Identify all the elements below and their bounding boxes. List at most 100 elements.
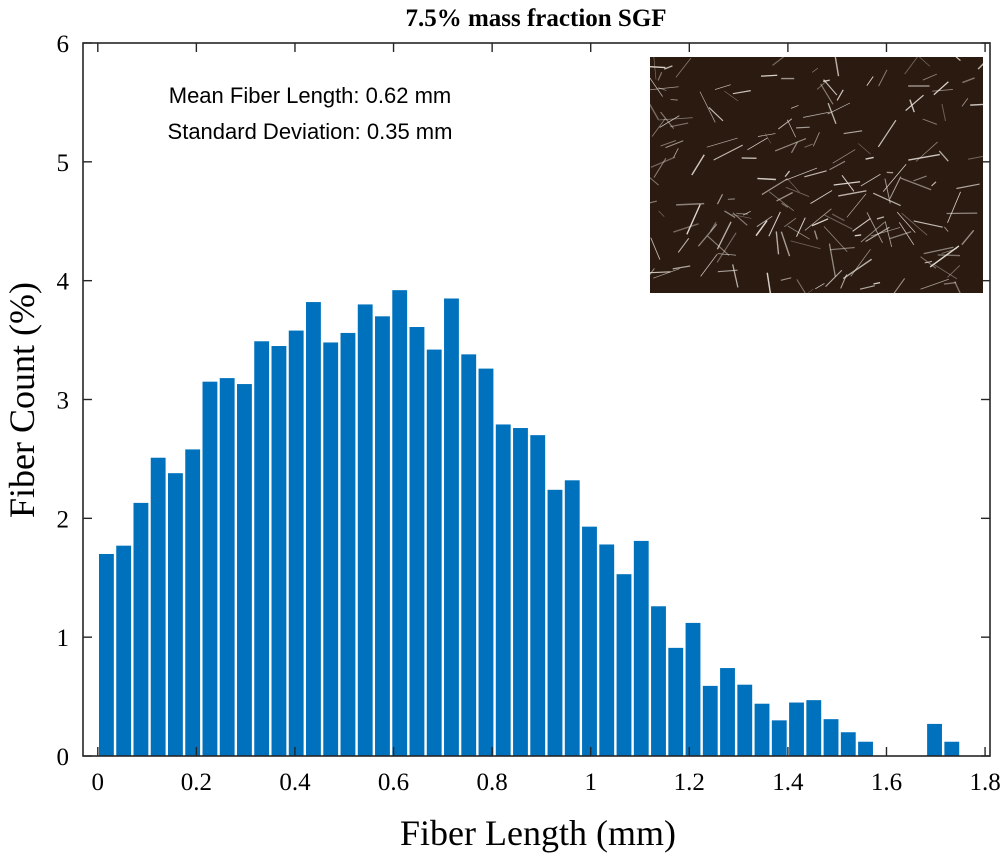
y-tick-label: 1 <box>57 625 70 652</box>
micrograph-fiber <box>660 140 677 147</box>
histogram-bar <box>582 526 597 756</box>
micrograph-fiber <box>977 63 983 70</box>
histogram-bar <box>927 723 942 756</box>
micrograph-fiber <box>937 254 961 257</box>
micrograph-fiber <box>724 210 736 219</box>
micrograph-fiber <box>650 177 659 186</box>
micrograph-fiber <box>932 88 953 92</box>
micrograph-fiber <box>813 230 818 240</box>
micrograph-fiber <box>708 107 724 122</box>
micrograph-fiber <box>832 149 856 164</box>
micrograph-fiber <box>955 57 961 62</box>
micrograph-fiber <box>829 160 846 171</box>
histogram-bar <box>616 574 632 756</box>
micrograph-fiber <box>834 57 840 77</box>
histogram-bar <box>375 316 390 756</box>
micrograph-fiber <box>790 240 821 250</box>
micrograph-fiber <box>828 243 836 277</box>
histogram-bar <box>513 428 528 756</box>
micrograph-fiber <box>878 69 888 87</box>
micrograph-fiber <box>877 119 897 148</box>
histogram-bar <box>409 327 425 756</box>
histogram-bar <box>150 457 166 756</box>
micrograph-fiber <box>908 153 940 161</box>
y-tick-label: 4 <box>57 269 70 296</box>
micrograph-fiber <box>947 265 961 278</box>
micrograph-fiber <box>650 271 671 274</box>
histogram-bar <box>116 545 132 756</box>
micrograph-fiber <box>829 246 855 251</box>
histogram-bar <box>392 290 408 756</box>
histogram-bar <box>495 424 511 756</box>
x-tick-label: 1.2 <box>674 769 705 796</box>
histogram-bar <box>858 741 873 756</box>
histogram-bar <box>702 685 718 756</box>
micrograph-fiber <box>672 265 691 270</box>
micrograph-fiber <box>760 74 778 77</box>
histogram-bar <box>478 368 494 756</box>
micrograph-fiber <box>784 217 797 228</box>
micrograph-fiber <box>755 220 768 237</box>
micrograph-fiber <box>804 208 832 231</box>
micrograph-fiber <box>841 175 855 192</box>
y-tick-label: 0 <box>57 744 70 771</box>
micrograph-fiber <box>943 226 949 232</box>
micrograph-fiber <box>803 111 830 118</box>
y-tick-label: 6 <box>57 31 70 58</box>
histogram-bar <box>254 341 270 756</box>
micrograph-fiber <box>827 102 851 115</box>
micrograph-fiber <box>873 281 881 285</box>
micrograph-fiber <box>781 202 789 208</box>
micrograph-fiber <box>898 222 915 246</box>
micrograph-fiber <box>706 137 738 148</box>
micrograph-fiber <box>915 141 938 162</box>
histogram-bar <box>651 606 666 756</box>
micrograph-fiber <box>920 256 937 269</box>
micrograph-fiber <box>757 133 776 137</box>
histogram-bar <box>167 473 183 756</box>
micrograph-fiber <box>657 71 663 81</box>
micrograph-fiber <box>823 79 838 96</box>
micrograph-fiber <box>747 137 768 151</box>
micrograph-fiber <box>707 235 730 256</box>
micrograph-fiber <box>796 126 810 129</box>
micrograph-fiber <box>901 212 928 236</box>
histogram-bar <box>444 298 459 756</box>
micrograph-fiber <box>896 211 916 233</box>
micrograph-fiber <box>924 260 933 264</box>
micrograph-fiber <box>860 221 885 243</box>
x-tick-label: 1.4 <box>772 769 804 796</box>
micrograph-fiber <box>852 218 871 232</box>
y-tick-label: 2 <box>57 506 70 533</box>
micrograph-fiber <box>732 89 751 95</box>
micrograph-fiber <box>870 227 901 237</box>
x-axis-label: Fiber Length (mm) <box>400 813 676 853</box>
micrograph-fiber <box>660 111 675 129</box>
micrograph-fiber <box>923 246 954 255</box>
x-tick-label: 1 <box>584 769 597 796</box>
micrograph-fiber <box>670 99 678 101</box>
micrograph-fiber <box>860 173 881 187</box>
micrograph-fiber <box>943 281 957 285</box>
micrograph-fiber <box>889 176 902 199</box>
micrograph-image <box>650 57 983 293</box>
histogram-bar <box>633 540 649 756</box>
micrograph-fiber <box>776 191 793 202</box>
micrograph-fiber <box>785 186 810 197</box>
micrograph-fiber <box>658 87 667 91</box>
histogram-bar <box>737 684 753 756</box>
micrograph-fiber <box>777 118 793 130</box>
micrograph-fiber <box>653 157 667 178</box>
micrograph-fiber <box>932 263 958 280</box>
micrograph-fiber <box>697 223 718 247</box>
micrograph-fiber <box>938 150 949 162</box>
micrograph-fiber <box>842 258 873 280</box>
micrograph-fiber <box>900 177 932 191</box>
micrograph-fiber <box>884 221 893 247</box>
micrograph-fiber <box>804 170 827 178</box>
micrograph-fiber <box>724 90 739 102</box>
micrograph-fiber <box>691 154 705 176</box>
y-tick-label: 3 <box>57 388 70 415</box>
micrograph-fiber <box>827 102 837 124</box>
